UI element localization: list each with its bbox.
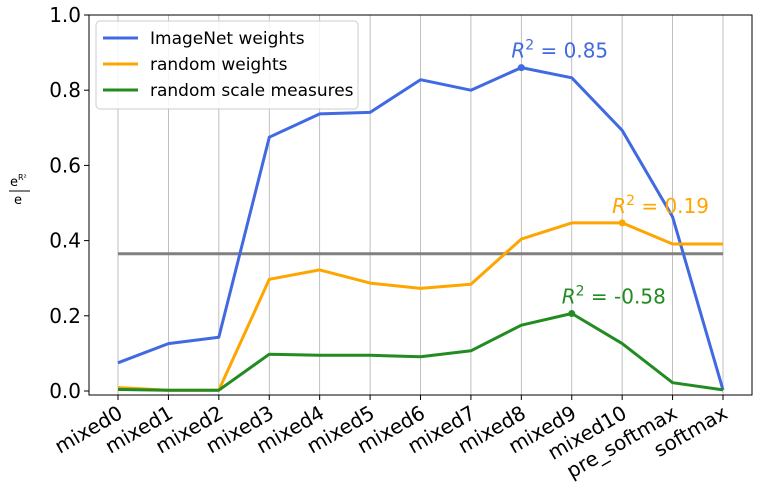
y-tick-label: 0.4 [49,229,81,253]
legend-label-random-scale-measures: random scale measures [150,81,354,101]
y-tick-label: 0.2 [49,304,81,328]
series-marker-imagenet-weights [517,64,525,72]
annotations: R2 = 0.85 R2 = 0.19 R2 = -0.58 [511,38,709,309]
annotation-random-weights: R2 = 0.19 [612,193,709,218]
legend-label-random-weights: random weights [150,55,288,75]
y-label-numerator-base: e [10,175,18,190]
series-marker-random-scale-measures [568,310,576,318]
legend: ImageNet weights random weights random sca… [95,20,359,110]
y-axis-label: e R² e [9,173,30,208]
annotation-imagenet-weights: R2 = 0.85 [511,38,608,63]
y-tick-label: 0.8 [49,78,81,102]
series-line-random-scale-measures [117,312,724,392]
y-tick-label: 0.6 [49,153,81,177]
x-axis: mixed0mixed1mixed2mixed3mixed4mixed5mixe… [50,395,732,483]
annotation-random-scale-measures: R2 = -0.58 [562,284,666,309]
series-lines [117,64,725,392]
y-tick-label: 0.0 [49,379,81,403]
series-marker-random-weights [618,219,626,227]
legend-label-imagenet-weights: ImageNet weights [150,29,305,49]
series-line-imagenet-weights [117,66,725,391]
y-label-denominator: e [14,193,22,208]
legend-box [95,20,359,110]
y-tick-label: 1.0 [49,3,81,27]
y-label-numerator-exp: R² [18,173,27,182]
y-axis: 0.0 0.2 0.4 0.6 0.8 1.0 [49,3,89,403]
